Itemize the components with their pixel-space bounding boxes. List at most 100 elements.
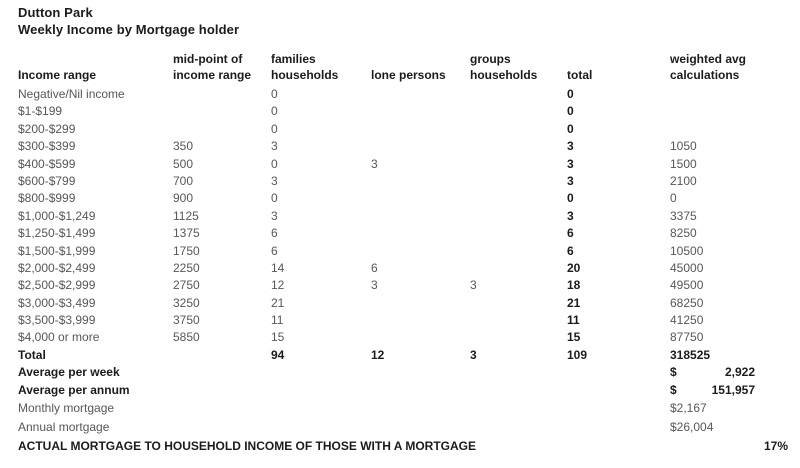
cell-families: 94 bbox=[271, 347, 285, 362]
cell-range: $4,000 or more bbox=[18, 330, 100, 345]
cell-groups bbox=[470, 295, 567, 312]
summary-row-average-per-week: Average per week $ 2,922 bbox=[18, 364, 788, 382]
cell-total: 3 bbox=[567, 139, 574, 154]
cell-range: $3,000-$3,499 bbox=[18, 295, 96, 310]
cell-range: $600-$799 bbox=[18, 173, 76, 188]
cell-mid bbox=[173, 121, 271, 138]
cell-total: 11 bbox=[567, 313, 580, 328]
cell-lone bbox=[371, 225, 470, 242]
currency-symbol: $ bbox=[670, 365, 677, 380]
cell-mid: 3750 bbox=[173, 313, 200, 328]
cell-families: 3 bbox=[271, 208, 278, 223]
cell-total: 20 bbox=[567, 260, 581, 275]
table-row: $4,000 or more 5850 15 15 87750 bbox=[18, 329, 788, 346]
cell-mid bbox=[173, 103, 271, 120]
cell-mid: 1750 bbox=[173, 243, 200, 258]
cell-range: $400-$599 bbox=[18, 156, 76, 171]
cell-families: 6 bbox=[271, 243, 278, 258]
table-row: $400-$599 500 0 3 3 1500 bbox=[18, 156, 788, 173]
cell-total: 3 bbox=[567, 208, 574, 223]
cell-groups bbox=[470, 121, 567, 138]
summary-value: 2,922 bbox=[724, 365, 755, 380]
column-header-mid-point: mid-point of income range bbox=[173, 52, 252, 82]
cell-total: 18 bbox=[567, 278, 581, 293]
cell-weighted: 2100 bbox=[670, 173, 697, 188]
table-row: $800-$999 900 0 0 0 bbox=[18, 190, 788, 207]
cell-lone bbox=[371, 190, 470, 207]
cell-mid: 500 bbox=[173, 156, 194, 171]
cell-total: 0 bbox=[567, 191, 574, 206]
cell-weighted: 318525 bbox=[670, 347, 711, 362]
cell-range: $1,250-$1,499 bbox=[18, 226, 96, 241]
cell-weighted: 45000 bbox=[670, 260, 704, 275]
cell-lone: 6 bbox=[371, 260, 378, 275]
cell-range: $1,000-$1,249 bbox=[18, 208, 96, 223]
summary-label: Monthly mortgage bbox=[18, 401, 115, 416]
column-header-income-range: Income range bbox=[18, 67, 97, 82]
column-header-total: total bbox=[567, 67, 593, 82]
cell-weighted: 1500 bbox=[670, 156, 697, 171]
cell-range: $3,500-$3,999 bbox=[18, 313, 96, 328]
summary-row-annual-mortgage: Annual mortgage $26,004 bbox=[18, 418, 788, 436]
cell-weighted: 1050 bbox=[670, 139, 697, 154]
table-row: $3,000-$3,499 3250 21 21 68250 bbox=[18, 295, 788, 312]
cell-families: 15 bbox=[271, 330, 285, 345]
cell-range: $300-$399 bbox=[18, 139, 76, 154]
summary-value: 17% bbox=[763, 439, 788, 454]
summary-row-monthly-mortgage: Monthly mortgage $2,167 bbox=[18, 399, 788, 417]
cell-weighted: 10500 bbox=[670, 243, 704, 258]
cell-groups bbox=[470, 243, 567, 260]
summary-value: $26,004 bbox=[670, 419, 714, 434]
cell-lone bbox=[371, 295, 470, 312]
currency-symbol: $ bbox=[670, 382, 677, 397]
cell-groups: 3 bbox=[470, 278, 477, 293]
cell-total: 6 bbox=[567, 226, 574, 241]
cell-mid: 1125 bbox=[173, 208, 199, 223]
cell-groups bbox=[470, 190, 567, 207]
cell-families: 14 bbox=[271, 260, 285, 275]
cell-groups bbox=[470, 208, 567, 225]
cell-weighted: 3375 bbox=[670, 208, 697, 223]
cell-mid: 5850 bbox=[173, 330, 200, 345]
table-row: $300-$399 350 3 3 1050 bbox=[18, 138, 788, 155]
cell-lone bbox=[371, 243, 470, 260]
cell-lone bbox=[371, 173, 470, 190]
cell-weighted: 68250 bbox=[670, 295, 704, 310]
summary-label: Average per week bbox=[18, 365, 120, 380]
cell-total: 3 bbox=[567, 156, 574, 171]
cell-mid: 1375 bbox=[173, 226, 200, 241]
table-row: $600-$799 700 3 3 2100 bbox=[18, 173, 788, 190]
table-header-row: Income range mid-point of income range f… bbox=[18, 52, 788, 86]
page-subtitle: Weekly Income by Mortgage holder bbox=[18, 21, 240, 37]
cell-total: 0 bbox=[567, 104, 574, 119]
cell-lone bbox=[371, 312, 470, 329]
cell-groups bbox=[470, 103, 567, 120]
summary-value: $2,167 bbox=[670, 401, 707, 416]
cell-lone: 3 bbox=[371, 156, 378, 171]
table-row: $1,500-$1,999 1750 6 6 10500 bbox=[18, 243, 788, 260]
summary-label: ACTUAL MORTGAGE TO HOUSEHOLD INCOME OF T… bbox=[18, 439, 476, 454]
page-title: Dutton Park bbox=[18, 5, 93, 20]
cell-families: 11 bbox=[271, 313, 284, 328]
cell-families: 0 bbox=[271, 156, 278, 171]
cell-families: 12 bbox=[271, 278, 285, 293]
cell-groups bbox=[470, 156, 567, 173]
cell-lone bbox=[371, 208, 470, 225]
cell-mid: 2750 bbox=[173, 278, 200, 293]
column-header-lone-persons: lone persons bbox=[371, 67, 446, 82]
cell-range: $1-$199 bbox=[18, 104, 63, 119]
cell-mid: 900 bbox=[173, 191, 194, 206]
table-row: $200-$299 0 0 bbox=[18, 121, 788, 138]
column-header-groups: groups households bbox=[470, 52, 538, 82]
cell-families: 3 bbox=[271, 139, 278, 154]
cell-range: $2,500-$2,999 bbox=[18, 278, 96, 293]
cell-lone bbox=[371, 121, 470, 138]
column-header-weighted-avg: weighted avg calculations bbox=[670, 52, 747, 82]
cell-total: 109 bbox=[567, 347, 588, 362]
cell-lone bbox=[371, 103, 470, 120]
cell-families: 3 bbox=[271, 173, 278, 188]
cell-lone: 12 bbox=[371, 347, 385, 362]
cell-mid: 2250 bbox=[173, 260, 200, 275]
cell-mid bbox=[173, 347, 271, 364]
table-row: $1,250-$1,499 1375 6 6 8250 bbox=[18, 225, 788, 242]
